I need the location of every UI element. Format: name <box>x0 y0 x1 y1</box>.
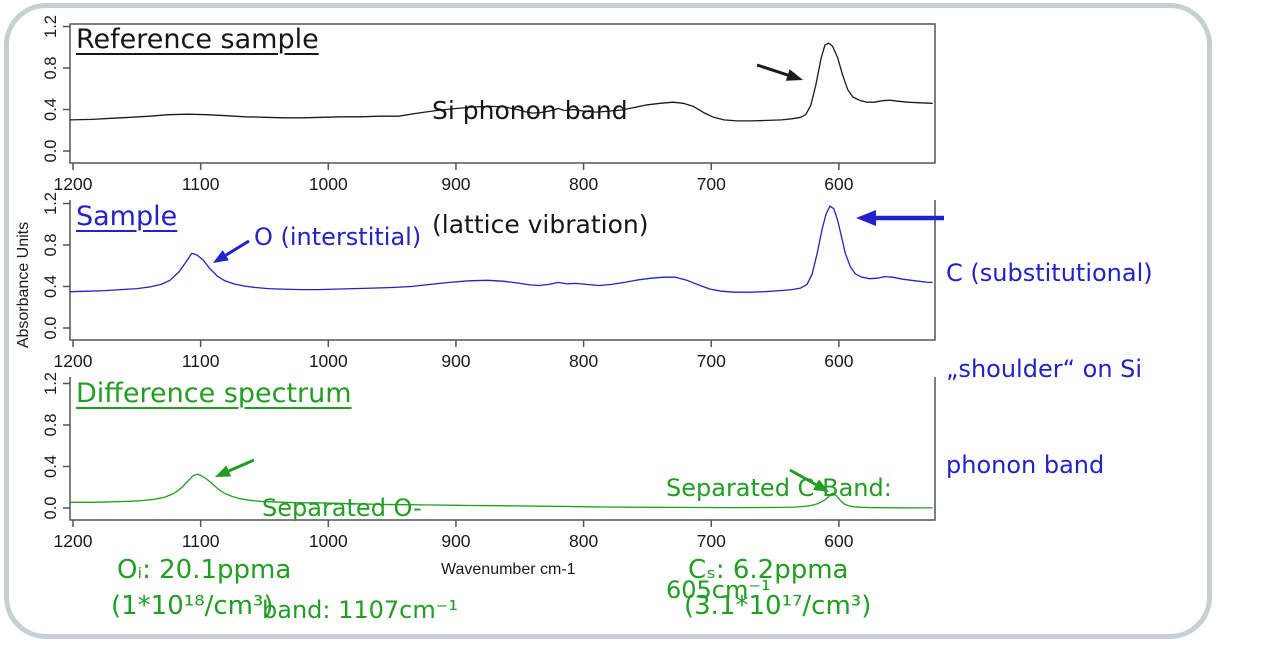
axis-box <box>69 377 936 521</box>
x-tick-label: 600 <box>824 174 853 194</box>
x-tick-label: 1100 <box>182 351 220 371</box>
y-tick-label: 0.4 <box>42 98 60 121</box>
si-band-arrow-head <box>785 69 803 81</box>
o-interstitial-arrow <box>213 239 250 263</box>
oxygen-concentration-cm3: (1*10¹⁸/cm³) <box>111 591 274 621</box>
x-tick-label: 1100 <box>182 174 220 194</box>
si-phonon-annotation: Si phonon band (lattice vibration) <box>432 16 649 320</box>
reference-panel: 1200 1100 1000 900 800 700 600 0.0 0.4 0.8 1.2 <box>42 15 936 194</box>
y-tick-label: 0.8 <box>42 57 60 80</box>
carbon-concentration-ppma: Cₛ: 6.2ppma <box>688 555 849 585</box>
x-tick-label: 800 <box>569 351 598 371</box>
sample-panel: 1200 1100 1000 900 800 700 600 0.0 0.4 0.8 1.2 <box>42 192 936 371</box>
y-tick-label: 0.0 <box>42 317 60 340</box>
x-tick-label: 700 <box>697 174 726 194</box>
separated-o-arrow <box>215 458 255 477</box>
x-tick-label: 1100 <box>182 531 220 551</box>
y-tick-label: 0.0 <box>42 140 60 163</box>
separated-o-line2: band: 1107cm⁻¹ <box>262 596 459 624</box>
x-tick-label: 800 <box>569 531 598 551</box>
reference-curve <box>69 42 933 122</box>
x-tick-label: 1000 <box>309 351 348 371</box>
x-tick-label: 1200 <box>54 351 93 371</box>
oxygen-concentration-ppma: Oᵢ: 20.1ppma <box>117 555 292 585</box>
x-tick-label: 1000 <box>309 174 348 194</box>
x-tick-label: 700 <box>697 351 726 371</box>
separated-c-arrow-shaft <box>789 468 817 486</box>
y-tick-label: 1.2 <box>42 372 60 395</box>
difference-panel: 1200 1100 1000 900 800 700 600 0.0 0.4 0.8 1.2 <box>42 372 936 551</box>
carbon-concentration-cm3: (3.1*10¹⁷/cm³) <box>684 591 872 621</box>
separated-o-arrow-shaft <box>228 458 255 473</box>
si-phonon-line2: (lattice vibration) <box>432 210 649 239</box>
x-tick-label: 1200 <box>54 174 93 194</box>
sample-panel-title: Sample <box>76 201 178 232</box>
axis-box <box>69 23 936 164</box>
x-tick-label: 900 <box>441 351 470 371</box>
y-tick-label: 0.4 <box>42 455 60 478</box>
c-substitutional-line2: „shoulder“ on Si <box>946 355 1143 383</box>
separated-o-arrow-head <box>215 465 232 477</box>
axis-box <box>69 200 936 341</box>
separated-o-line1: Separated O- <box>262 494 422 522</box>
x-tick-label: 700 <box>697 531 726 551</box>
y-tick-label: 1.2 <box>42 192 60 215</box>
separated-c-line1: Separated C-Band: <box>666 474 892 502</box>
x-tick-label: 600 <box>824 351 853 371</box>
c-substitutional-arrow <box>856 210 944 226</box>
separated-c-arrow <box>789 468 829 492</box>
c-substitutional-arrow-head <box>856 210 876 226</box>
c-substitutional-line3: phonon band <box>946 451 1105 479</box>
si-phonon-line1: Si phonon band <box>432 96 628 125</box>
si-band-arrow <box>756 63 803 81</box>
y-tick-label: 1.2 <box>42 15 60 38</box>
x-tick-label: 1200 <box>54 531 93 551</box>
separated-o-band-annotation: Separated O- band: 1107cm⁻¹ <box>262 423 458 652</box>
difference-curve <box>69 473 933 509</box>
rounded-frame <box>4 3 1212 639</box>
sample-curve <box>69 205 933 293</box>
y-axis-title: Absorbance Units <box>15 221 32 349</box>
x-tick-label: 800 <box>569 174 598 194</box>
x-tick-label: 1000 <box>309 531 348 551</box>
o-interstitial-arrow-shaft <box>225 239 250 257</box>
y-tick-label: 0.8 <box>42 234 60 257</box>
y-tick-label: 0.0 <box>42 497 60 520</box>
c-substitutional-line1: C (substitutional) <box>946 259 1153 287</box>
separated-c-arrow-head <box>813 479 829 492</box>
x-tick-label: 900 <box>441 174 470 194</box>
si-band-arrow-shaft <box>756 63 789 77</box>
separated-c-band-annotation: Separated C-Band: 605cm⁻¹ <box>666 403 892 652</box>
y-tick-label: 0.8 <box>42 414 60 437</box>
reference-panel-title: Reference sample <box>76 24 319 55</box>
x-tick-label: 900 <box>441 531 470 551</box>
o-interstitial-annotation: O (interstitial) <box>254 223 422 251</box>
x-tick-label: 600 <box>824 531 853 551</box>
c-substitutional-annotation: C (substitutional) „shoulder“ on Si phon… <box>946 193 1153 545</box>
o-interstitial-arrow-head <box>213 250 229 263</box>
y-tick-label: 0.4 <box>42 275 60 298</box>
difference-panel-title: Difference spectrum <box>76 378 352 409</box>
x-axis-title: Wavenumber cm-1 <box>441 561 576 578</box>
separated-c-line2: 605cm⁻¹ <box>666 576 771 604</box>
